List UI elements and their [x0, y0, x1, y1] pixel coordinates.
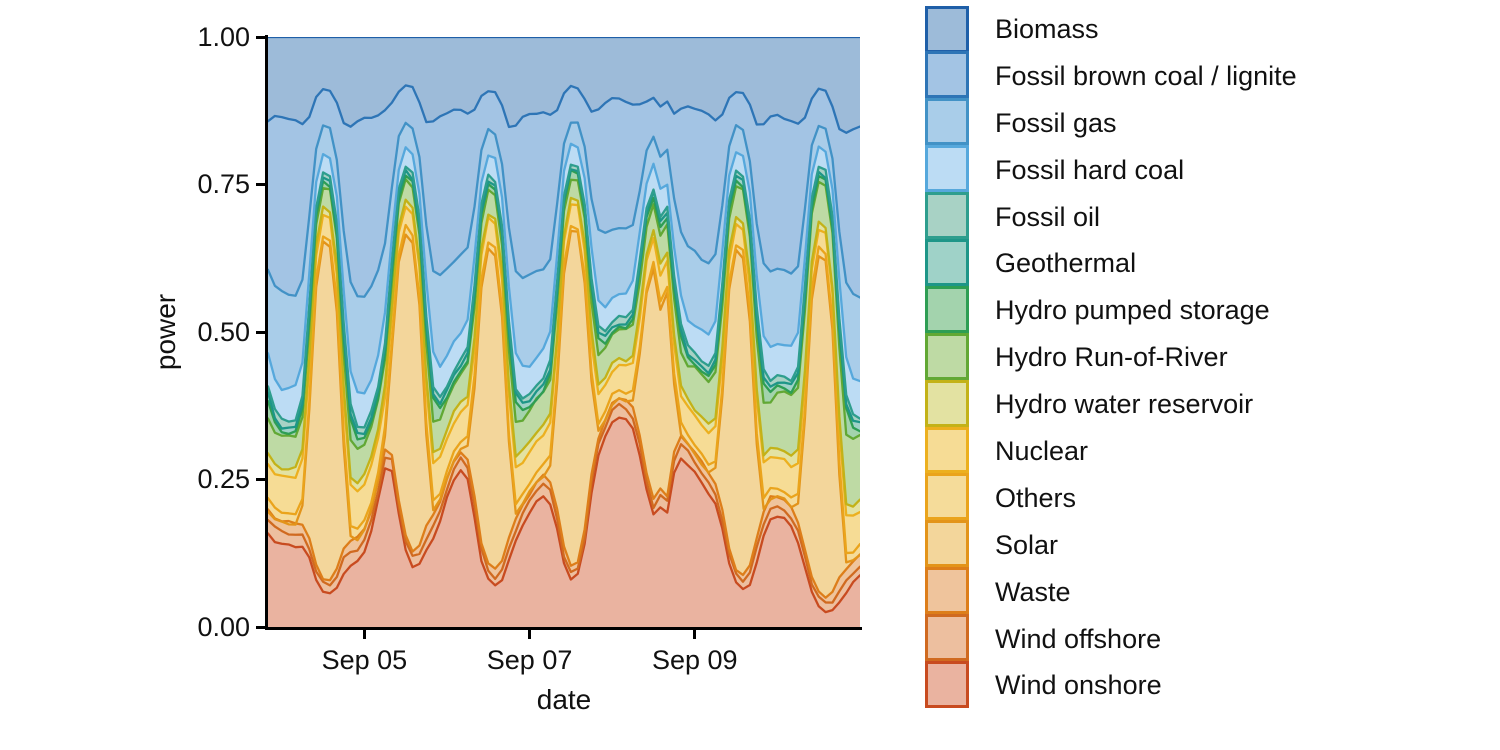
- legend-swatch-icon: [925, 51, 969, 99]
- legend-label: Solar: [995, 529, 1059, 560]
- legend-swatch-icon: [925, 614, 969, 661]
- legend-item: Fossil oil: [925, 192, 1297, 241]
- legend-item: Hydro Run-of-River: [925, 332, 1297, 381]
- legend-swatch-icon: [925, 567, 969, 615]
- y-axis-line: [265, 35, 268, 629]
- y-axis-title: power: [150, 293, 181, 371]
- legend-label: Fossil oil: [995, 201, 1101, 232]
- legend-swatch-icon: [925, 660, 969, 708]
- legend-label: Waste: [995, 576, 1071, 607]
- legend-label: Nuclear: [995, 435, 1089, 466]
- legend-item: Wind onshore: [925, 660, 1297, 709]
- legend-label: Wind offshore: [995, 623, 1162, 654]
- legend-item: Fossil hard coal: [925, 145, 1297, 194]
- legend-label: Others: [995, 482, 1077, 513]
- legend-swatch-icon: [925, 379, 969, 427]
- legend-label: Hydro pumped storage: [995, 295, 1270, 326]
- area-biomass: [268, 37, 860, 133]
- legend-item: Fossil brown coal / lignite: [925, 51, 1297, 100]
- x-tick-label: Sep 07: [486, 645, 573, 675]
- edge-fossil-brown-coal-lignite: [268, 84, 860, 134]
- legend-label: Wind onshore: [995, 670, 1162, 701]
- legend-swatch-icon: [925, 520, 969, 568]
- y-tick-mark: [256, 478, 265, 481]
- x-axis-line: [265, 627, 862, 630]
- legend-swatch-icon: [925, 332, 969, 380]
- legend-item: Biomass: [925, 6, 1297, 53]
- legend-label: Hydro Run-of-River: [995, 342, 1228, 373]
- legend-swatch-icon: [925, 238, 969, 286]
- legend-swatch-icon: [925, 473, 969, 521]
- legend-swatch-icon: [925, 145, 969, 193]
- legend-swatch-icon: [925, 426, 969, 474]
- edge-wind-onshore: [268, 416, 860, 614]
- legend-swatch-icon: [925, 285, 969, 333]
- legend-swatch-icon: [925, 6, 969, 53]
- legend-item: Fossil gas: [925, 98, 1297, 147]
- x-tick-mark: [693, 630, 697, 639]
- legend-label: Fossil gas: [995, 107, 1117, 138]
- legend-swatch-icon: [925, 98, 969, 146]
- legend-item: Nuclear: [925, 426, 1297, 475]
- legend-label: Fossil hard coal: [995, 154, 1185, 185]
- legend-item: Geothermal: [925, 238, 1297, 287]
- area-wind-offshore: [268, 403, 860, 613]
- plot-area: [268, 37, 860, 627]
- y-tick-label: 0.75: [197, 169, 250, 199]
- x-tick-label: Sep 09: [651, 645, 738, 675]
- x-tick-mark: [528, 630, 532, 639]
- edge-wind-offshore: [268, 402, 860, 604]
- area-wind-onshore: [268, 417, 860, 627]
- edge-fossil-gas: [268, 121, 860, 299]
- edge-others: [268, 223, 860, 555]
- x-tick-label: Sep 05: [321, 645, 408, 675]
- legend-item: Hydro pumped storage: [925, 285, 1297, 334]
- legend-label: Hydro water reservoir: [995, 389, 1254, 420]
- y-tick-mark: [256, 35, 265, 39]
- y-tick-mark: [256, 330, 265, 334]
- legend-swatch-icon: [925, 192, 969, 239]
- y-tick-label: 1.00: [197, 21, 250, 52]
- x-tick-mark: [362, 630, 366, 639]
- legend-label: Biomass: [995, 13, 1099, 44]
- legend-item: Wind offshore: [925, 614, 1297, 663]
- legend-label: Geothermal: [995, 248, 1137, 279]
- area-solar: [268, 231, 860, 598]
- y-tick-label: 0.50: [197, 316, 250, 347]
- legend-item: Solar: [925, 520, 1297, 569]
- y-tick-label: 0.25: [197, 464, 250, 494]
- area-fossil-hard-coal: [268, 143, 860, 428]
- legend-item: Waste: [925, 567, 1297, 616]
- legend-item: Others: [925, 473, 1297, 522]
- edge-fossil-oil: [268, 163, 860, 429]
- y-tick-mark: [256, 625, 265, 629]
- legend-item: Hydro water reservoir: [925, 379, 1297, 428]
- edge-fossil-hard-coal: [268, 142, 860, 395]
- legend: Biomass Fossil brown coal / lignite Fossil…: [925, 6, 1297, 709]
- area-waste: [268, 398, 860, 603]
- y-tick-label: 0.00: [197, 611, 250, 642]
- x-axis-title: date: [536, 684, 592, 715]
- legend-label: Fossil brown coal / lignite: [995, 60, 1297, 91]
- y-tick-mark: [256, 183, 265, 186]
- edge-hydro-water-reservoir: [268, 196, 860, 508]
